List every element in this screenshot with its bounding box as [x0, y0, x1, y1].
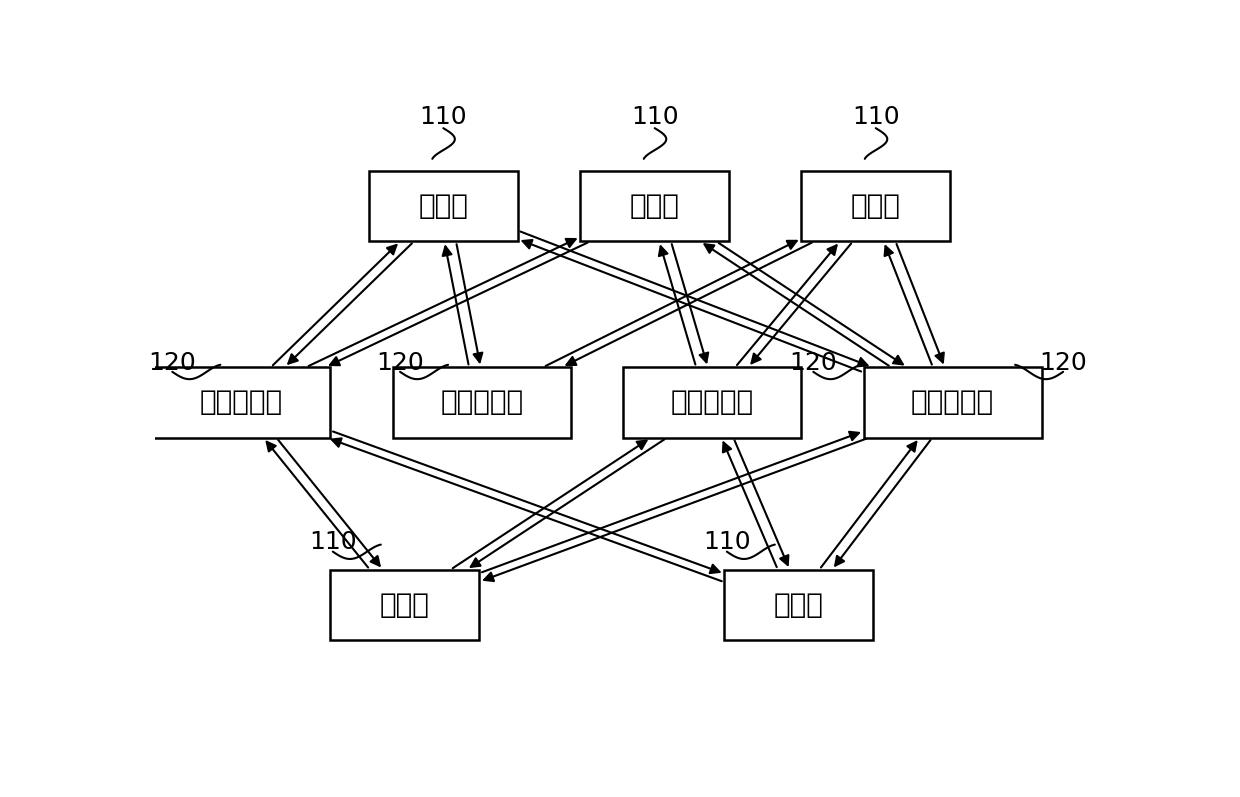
- Text: 110: 110: [419, 105, 467, 129]
- Text: 车辆端: 车辆端: [379, 591, 430, 619]
- FancyBboxPatch shape: [153, 367, 330, 438]
- Text: 车辆端: 车辆端: [418, 192, 469, 220]
- Text: 110: 110: [309, 531, 357, 555]
- Text: 120: 120: [149, 351, 196, 375]
- FancyBboxPatch shape: [724, 570, 873, 640]
- FancyBboxPatch shape: [330, 570, 480, 640]
- Text: 车辆端: 车辆端: [851, 192, 900, 220]
- Text: 110: 110: [703, 531, 750, 555]
- Text: 120: 120: [1039, 351, 1087, 375]
- Text: 云端服务器: 云端服务器: [911, 388, 994, 417]
- Text: 车辆端: 车辆端: [774, 591, 823, 619]
- Text: 云端服务器: 云端服务器: [440, 388, 523, 417]
- Text: 110: 110: [852, 105, 899, 129]
- Text: 车辆端: 车辆端: [630, 192, 680, 220]
- FancyBboxPatch shape: [393, 367, 570, 438]
- Text: 120: 120: [790, 351, 837, 375]
- Text: 110: 110: [631, 105, 678, 129]
- FancyBboxPatch shape: [864, 367, 1042, 438]
- Text: 120: 120: [376, 351, 424, 375]
- FancyBboxPatch shape: [624, 367, 801, 438]
- Text: 云端服务器: 云端服务器: [200, 388, 283, 417]
- FancyBboxPatch shape: [368, 171, 518, 241]
- FancyBboxPatch shape: [580, 171, 729, 241]
- Text: 云端服务器: 云端服务器: [671, 388, 754, 417]
- FancyBboxPatch shape: [801, 171, 950, 241]
